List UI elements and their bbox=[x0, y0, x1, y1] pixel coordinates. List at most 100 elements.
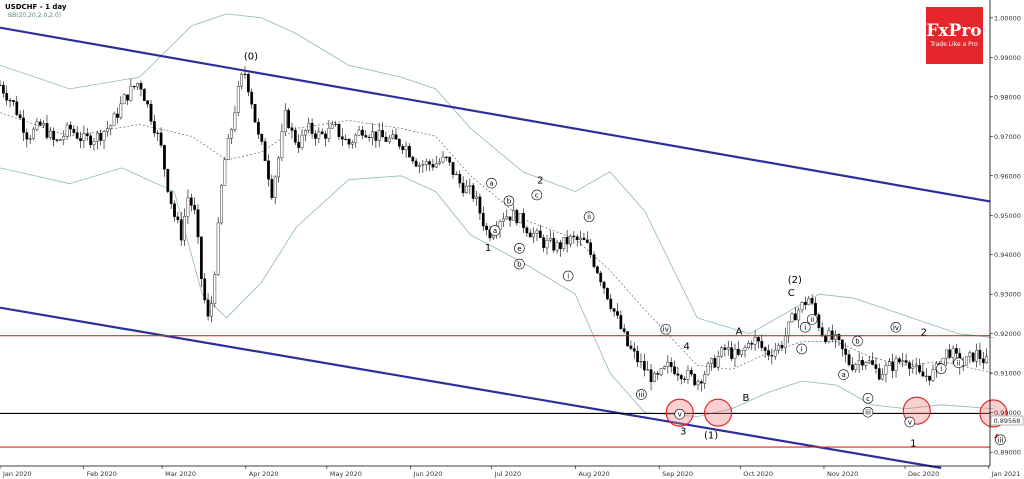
candle-body bbox=[38, 121, 42, 126]
candle-body bbox=[350, 142, 354, 145]
candle-body bbox=[79, 138, 82, 141]
candle-body bbox=[518, 212, 522, 224]
wave-label-circle bbox=[562, 270, 574, 282]
indicator-label: BB(20,20,2.0,2.0) bbox=[8, 12, 61, 19]
candle-body bbox=[119, 103, 123, 118]
candle-body bbox=[293, 130, 297, 143]
wave-label: iv bbox=[663, 326, 669, 334]
candle-body bbox=[696, 381, 700, 386]
wave-label-circle bbox=[660, 323, 672, 335]
candle-body bbox=[55, 139, 59, 141]
candle-body bbox=[485, 225, 488, 230]
candle-body bbox=[394, 134, 398, 140]
candle-body bbox=[686, 370, 690, 380]
wave-label: A bbox=[736, 327, 743, 338]
candle-body bbox=[32, 128, 35, 139]
wave-label: iii bbox=[998, 436, 1004, 444]
candle-body bbox=[149, 103, 153, 122]
wave-label-circle bbox=[852, 335, 863, 347]
candle-body bbox=[904, 360, 908, 363]
candle-body bbox=[790, 313, 794, 323]
candle-body bbox=[683, 378, 686, 380]
candle-body bbox=[465, 186, 468, 194]
wave-label-circle bbox=[799, 321, 811, 333]
wave-label: v bbox=[678, 411, 682, 419]
candle-body bbox=[451, 162, 455, 175]
candle-body bbox=[230, 129, 233, 139]
candle-body bbox=[706, 363, 710, 375]
candle-body bbox=[807, 298, 811, 306]
y-tick-label: 0.92000 bbox=[994, 330, 1021, 338]
candle-body bbox=[854, 364, 858, 370]
candle-body bbox=[334, 123, 337, 125]
candle-body bbox=[710, 358, 713, 364]
wave-label: 2 bbox=[921, 327, 927, 338]
candle-body bbox=[844, 348, 848, 355]
candle-body bbox=[220, 185, 223, 224]
candle-body bbox=[720, 347, 723, 357]
candle-body bbox=[89, 135, 92, 146]
x-tick-label: Mar 2020 bbox=[165, 470, 196, 478]
candle-body bbox=[985, 356, 989, 364]
candle-body bbox=[532, 233, 535, 238]
candle-body bbox=[179, 219, 183, 241]
candle-body bbox=[565, 237, 569, 245]
candle-body bbox=[840, 339, 844, 350]
candle-body bbox=[310, 122, 314, 134]
candle-body bbox=[797, 309, 801, 321]
x-tick-label: Jan 2020 bbox=[2, 470, 32, 478]
candle-body bbox=[881, 373, 884, 380]
candle-body bbox=[85, 133, 89, 136]
chart-title: USDCHF - 1 day bbox=[5, 3, 67, 11]
candle-body bbox=[542, 237, 546, 249]
candle-body bbox=[82, 133, 86, 141]
wave-label: v bbox=[908, 419, 912, 427]
candle-body bbox=[414, 160, 418, 167]
current-price: 0.89568 bbox=[994, 417, 1021, 425]
candle-body bbox=[653, 373, 656, 383]
wave-label: 2 bbox=[537, 176, 543, 187]
candle-body bbox=[837, 334, 841, 341]
candle-body bbox=[129, 85, 133, 101]
candle-body bbox=[116, 113, 119, 118]
candle-body bbox=[387, 137, 391, 142]
candle-body bbox=[257, 121, 260, 135]
candle-body bbox=[609, 298, 613, 309]
candle-body bbox=[139, 83, 143, 90]
y-tick-label: 0.91000 bbox=[994, 370, 1021, 378]
candle-body bbox=[397, 139, 401, 147]
candle-body bbox=[199, 236, 203, 279]
candle-body bbox=[538, 230, 542, 238]
candle-body bbox=[48, 130, 52, 138]
candle-body bbox=[887, 361, 891, 366]
candle-body bbox=[743, 347, 747, 351]
candle-body bbox=[263, 141, 267, 162]
x-tick-label: Nov 2020 bbox=[827, 470, 858, 478]
candle-body bbox=[502, 218, 505, 222]
candle-body bbox=[12, 100, 15, 102]
candle-body bbox=[344, 138, 348, 141]
y-tick-label: 0.90000 bbox=[994, 409, 1021, 417]
candle-body bbox=[673, 366, 676, 375]
candle-body bbox=[444, 156, 448, 158]
candle-body bbox=[522, 212, 525, 228]
candle-body bbox=[582, 237, 586, 241]
candle-body bbox=[441, 156, 445, 163]
candle-body bbox=[173, 203, 176, 217]
candle-body bbox=[330, 124, 334, 129]
candle-body bbox=[189, 197, 193, 206]
candle-body bbox=[273, 176, 277, 198]
candle-body bbox=[874, 364, 878, 369]
candle-body bbox=[142, 89, 146, 101]
candle-body bbox=[418, 164, 421, 167]
candle-body bbox=[317, 131, 321, 139]
candle-body bbox=[669, 361, 673, 367]
candle-body bbox=[401, 146, 405, 151]
x-tick-label: Apr 2020 bbox=[249, 470, 279, 478]
candle-body bbox=[69, 124, 72, 130]
candle-body bbox=[894, 358, 898, 371]
candle-body bbox=[975, 349, 978, 362]
candle-body bbox=[767, 350, 770, 356]
candle-body bbox=[267, 160, 270, 180]
candle-body bbox=[780, 344, 784, 348]
